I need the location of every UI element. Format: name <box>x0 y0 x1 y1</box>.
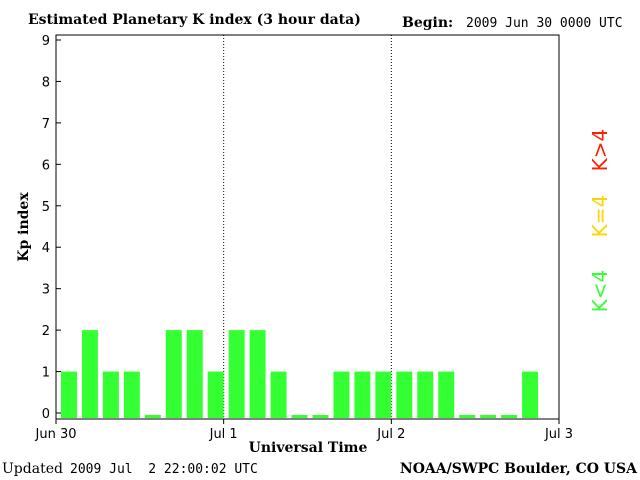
y-tick-label: 7 <box>42 117 50 132</box>
kp-bar <box>270 371 287 418</box>
y-tick-label: 0 <box>42 407 50 422</box>
updated-label: Updated <box>2 461 63 477</box>
kp-bar <box>459 415 476 418</box>
legend-k-equal-4: K=4 <box>588 195 612 238</box>
kp-bar <box>480 415 497 418</box>
kp-bars <box>61 330 539 418</box>
day-separators <box>223 35 392 419</box>
y-tick-label: 5 <box>42 200 50 215</box>
kp-bar <box>501 415 518 418</box>
y-tick-label: 1 <box>42 366 50 381</box>
kp-bar <box>186 330 203 418</box>
x-axis-label: Universal Time <box>249 440 368 456</box>
kp-bar <box>396 371 413 418</box>
y-tick-label: 9 <box>42 34 50 49</box>
y-tick-label: 6 <box>42 158 50 173</box>
kp-bar <box>291 415 308 418</box>
y-tick-label: 4 <box>42 241 50 256</box>
y-tick-label: 8 <box>42 75 50 90</box>
kp-bar <box>354 371 371 418</box>
x-axis-ticks: Jun 30 Jul 1 Jul 2 Jul 3 <box>35 419 573 442</box>
kp-bar <box>249 330 266 418</box>
kp-bar <box>61 371 77 418</box>
x-tick-label: Jun 30 <box>35 427 77 442</box>
begin-value: 2009 Jun 30 0000 UTC <box>466 16 623 31</box>
updated-value: 2009 Jul 2 22:00:02 UTC <box>70 462 258 477</box>
kp-bar <box>81 330 98 418</box>
kp-bar <box>207 371 224 418</box>
kp-bar <box>228 330 245 418</box>
x-tick-label: Jul 1 <box>209 427 238 442</box>
kp-bar <box>522 371 539 418</box>
kp-bar <box>417 371 434 418</box>
kp-bar <box>102 371 119 418</box>
kp-bar <box>438 371 455 418</box>
kp-bar <box>144 415 161 418</box>
begin-label: Begin: <box>402 15 453 31</box>
legend-k-above-4: K>4 <box>588 129 612 172</box>
kp-bar <box>375 371 392 418</box>
y-tick-label: 2 <box>42 324 50 339</box>
x-tick-label: Jul 2 <box>376 427 405 442</box>
source-credit: NOAA/SWPC Boulder, CO USA <box>400 461 638 477</box>
y-tick-label: 3 <box>42 283 50 298</box>
chart-title: Estimated Planetary K index (3 hour data… <box>28 12 361 28</box>
kp-bar <box>123 371 140 418</box>
kp-bar <box>165 330 182 418</box>
y-axis-label: Kp index <box>16 192 32 262</box>
kp-bar <box>312 415 329 418</box>
legend-k-below-4: K<4 <box>588 270 612 313</box>
x-tick-label: Jul 3 <box>544 427 573 442</box>
plot-frame <box>55 34 560 420</box>
kp-bar <box>333 371 350 418</box>
y-axis-ticks: 0 1 2 3 4 5 6 7 8 9 <box>42 34 61 422</box>
